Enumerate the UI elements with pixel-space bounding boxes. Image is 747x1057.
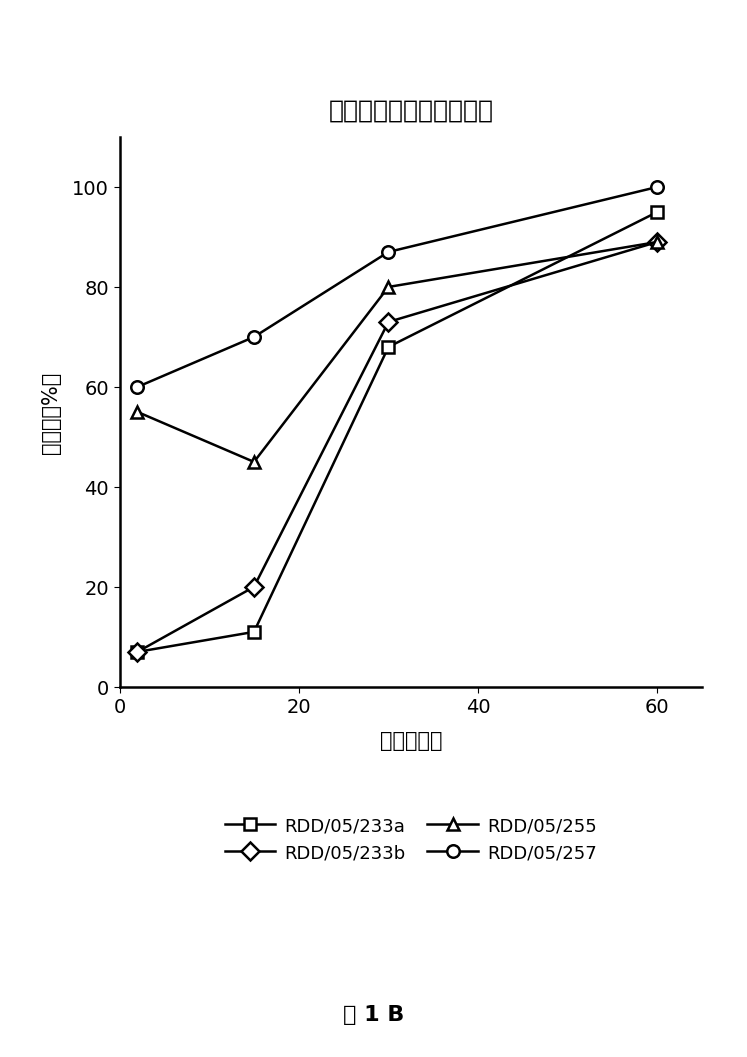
RDD/05/255 <box>384 281 393 294</box>
Text: 图 1 B: 图 1 B <box>343 1005 404 1024</box>
Title: 从制剂中释放伊洛前列素: 从制剂中释放伊洛前列素 <box>329 99 493 123</box>
RDD/05/233a <box>384 341 393 354</box>
RDD/05/255 <box>133 406 142 419</box>
RDD/05/233b <box>653 236 662 248</box>
RDD/05/257 <box>384 246 393 259</box>
RDD/05/257 <box>133 381 142 393</box>
RDD/05/255 <box>249 456 258 468</box>
Legend: RDD/05/233a, RDD/05/233b, RDD/05/255, RDD/05/257: RDD/05/233a, RDD/05/233b, RDD/05/255, RD… <box>225 817 597 863</box>
RDD/05/233b <box>249 580 258 593</box>
RDD/05/255 <box>653 236 662 248</box>
X-axis label: 时间（分）: 时间（分） <box>379 730 442 750</box>
Line: RDD/05/233b: RDD/05/233b <box>131 236 663 659</box>
RDD/05/257 <box>249 331 258 344</box>
RDD/05/233b <box>133 646 142 659</box>
RDD/05/233b <box>384 316 393 329</box>
Y-axis label: 百分比（%）: 百分比（%） <box>41 371 61 453</box>
Line: RDD/05/233a: RDD/05/233a <box>131 206 663 659</box>
RDD/05/233a <box>249 626 258 638</box>
RDD/05/257 <box>653 181 662 193</box>
RDD/05/233a <box>653 206 662 219</box>
RDD/05/233a <box>133 646 142 659</box>
Line: RDD/05/255: RDD/05/255 <box>131 236 663 468</box>
Line: RDD/05/257: RDD/05/257 <box>131 181 663 393</box>
